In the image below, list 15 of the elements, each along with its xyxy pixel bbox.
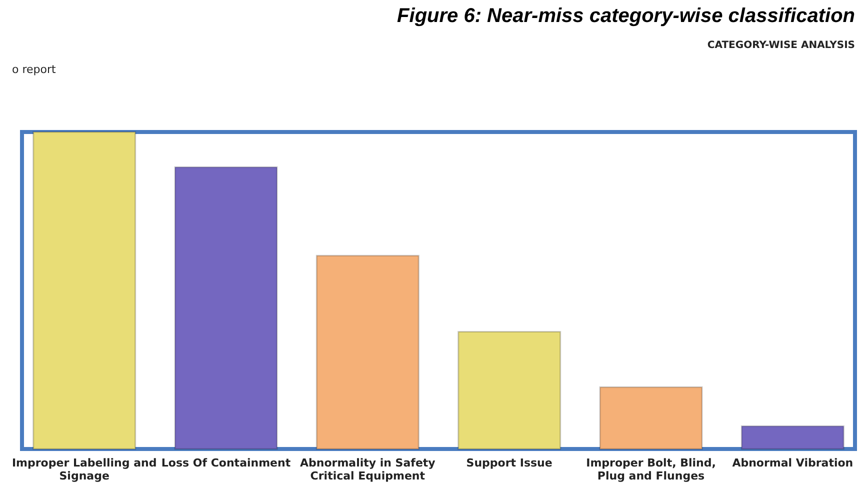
chart-subtitle: CATEGORY-WISE ANALYSIS [707, 40, 855, 51]
x-tick-label: Abnormality in Safety Critical Equipment [300, 456, 436, 482]
x-tick-label: Abnormal Vibration [732, 456, 854, 470]
x-tick-label: Improper Bolt, Blind, Plug and Flunges [586, 456, 716, 482]
bar [599, 386, 703, 450]
bar [174, 166, 278, 450]
text: o report [12, 63, 57, 76]
x-tick-label: Support Issue [466, 456, 552, 470]
x-tick-label: Improper Labelling and Signage [12, 456, 157, 482]
bar [740, 425, 844, 450]
x-tick-label: Loss Of Containment [161, 456, 291, 470]
chart-title: Figure 6: Near-miss category-wise classification [397, 5, 855, 27]
bar [316, 254, 420, 450]
bar [458, 330, 562, 450]
bar [32, 131, 136, 450]
